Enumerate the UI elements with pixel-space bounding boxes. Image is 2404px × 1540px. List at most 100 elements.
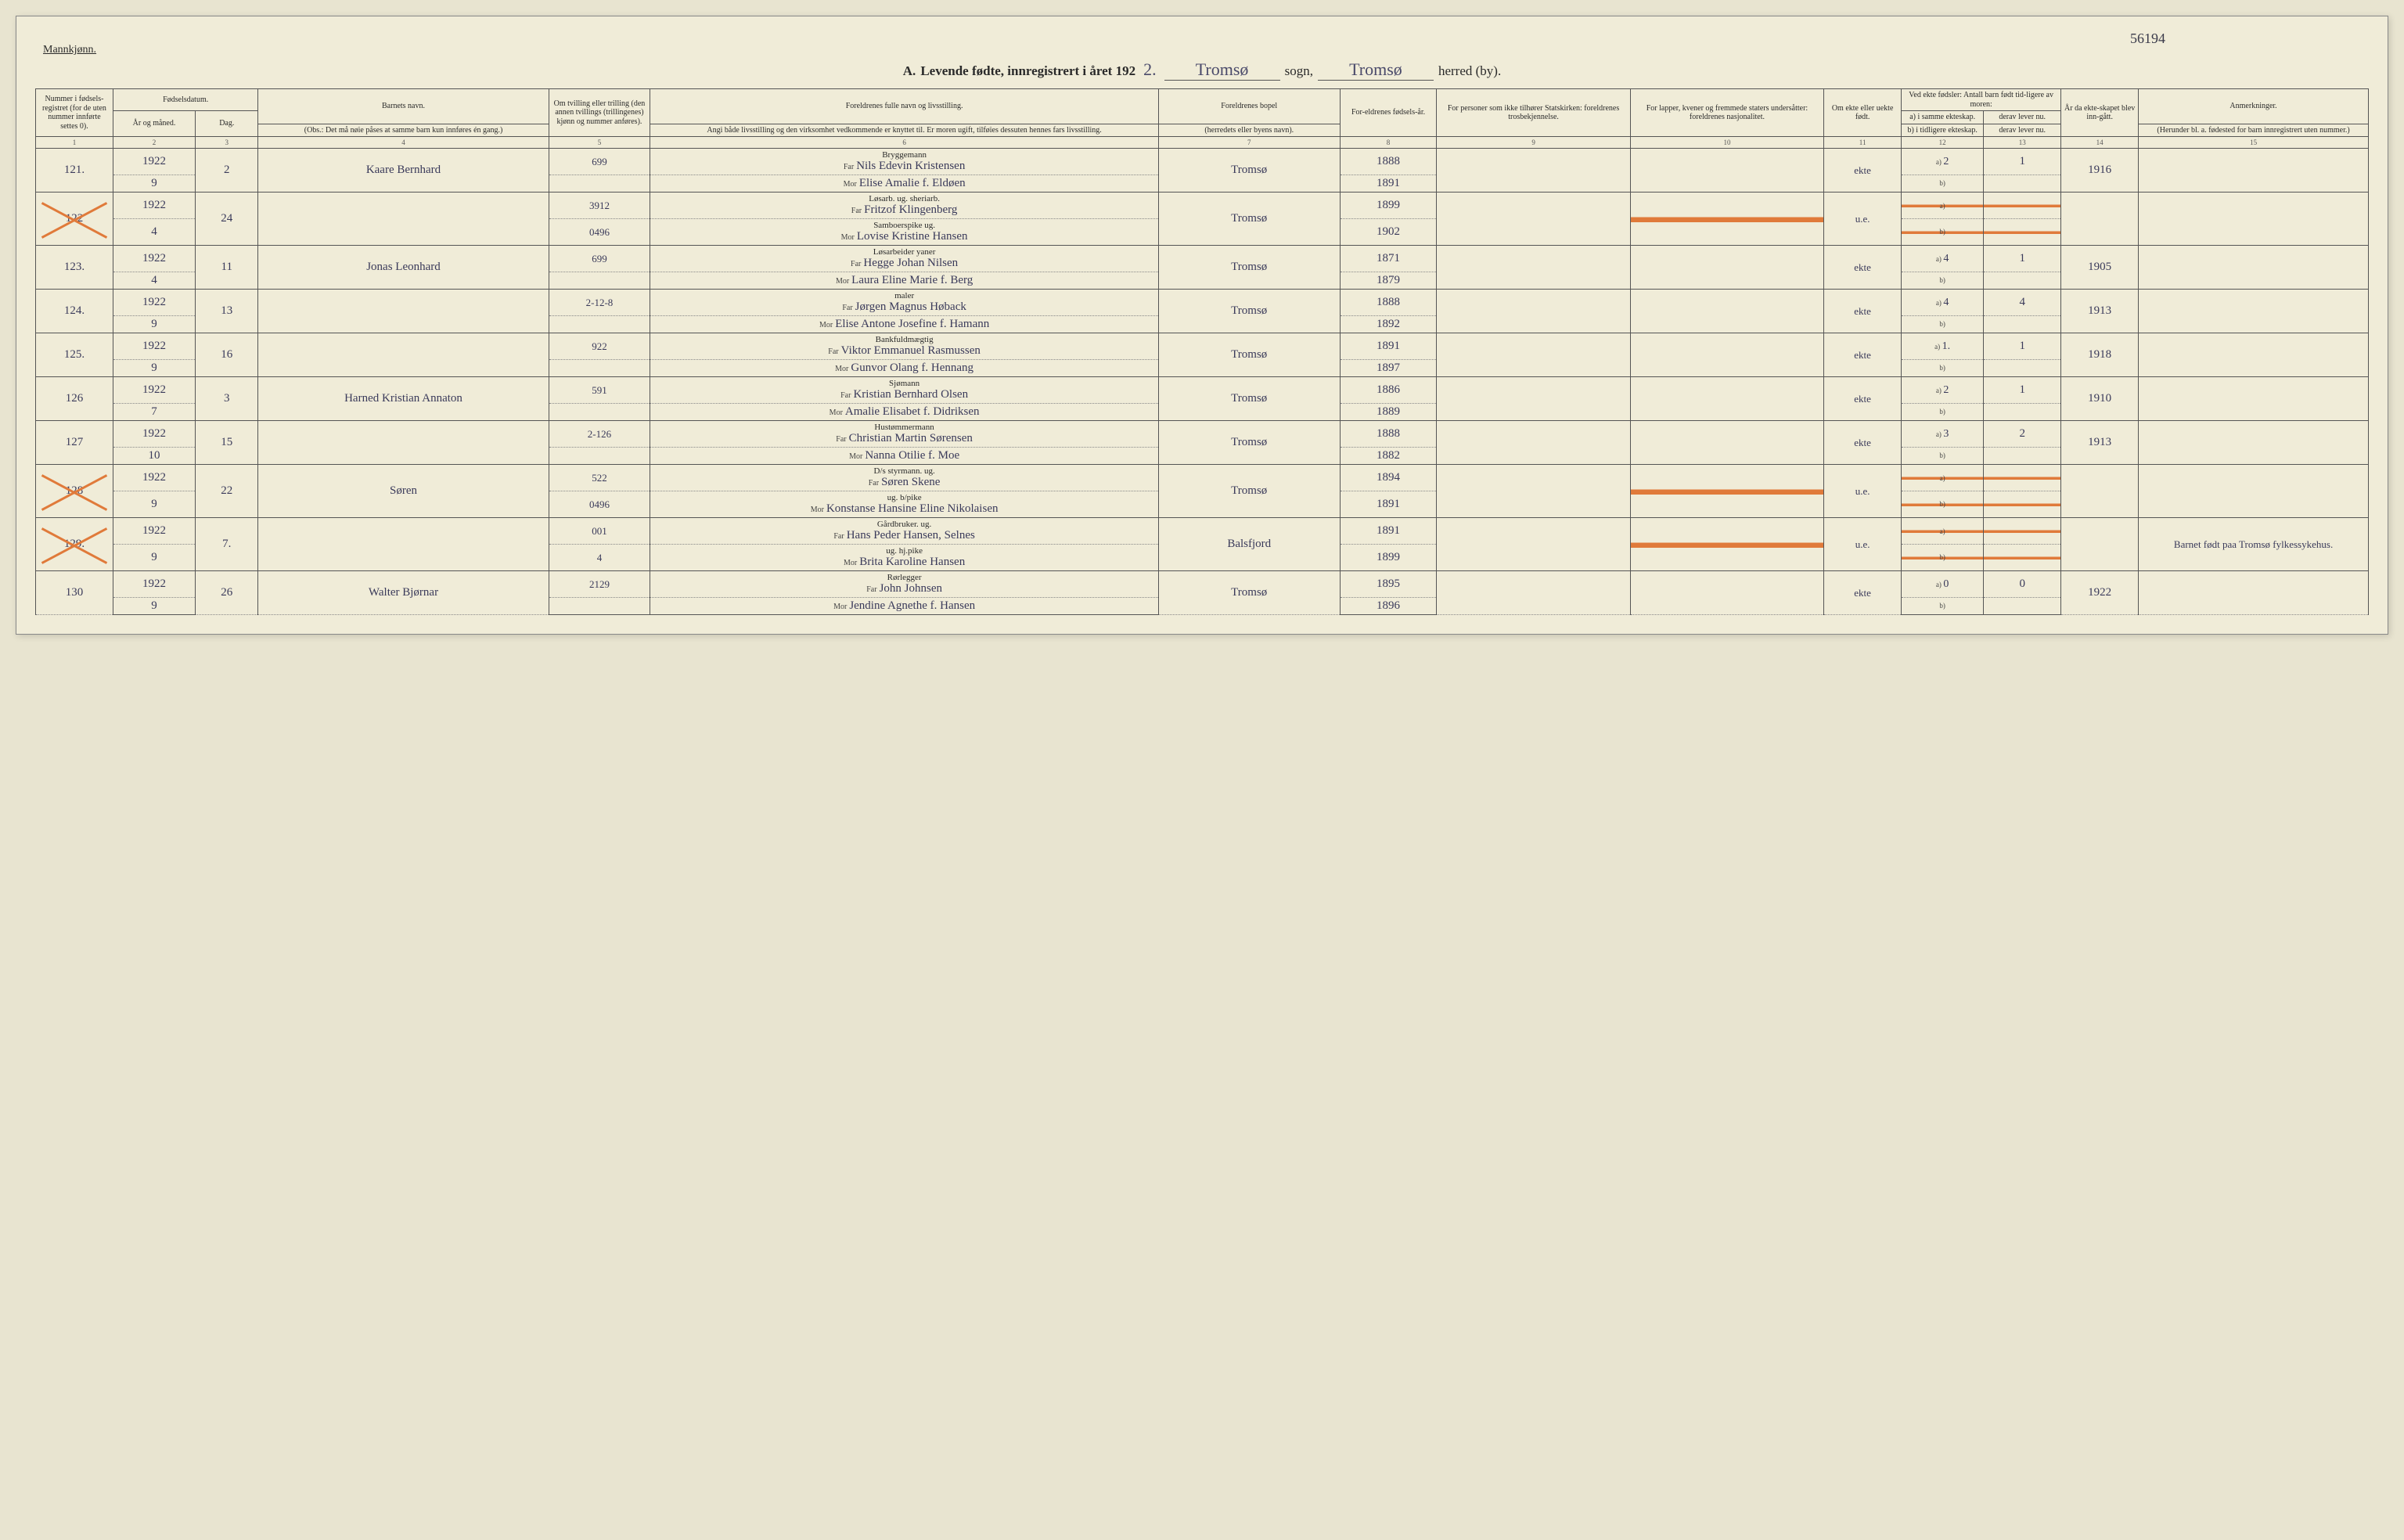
children-b: b) xyxy=(1902,448,1984,465)
record-number: 124. xyxy=(36,290,113,333)
children-living-a xyxy=(1984,465,2061,491)
code2 xyxy=(549,404,650,421)
colnum: 14 xyxy=(2061,137,2139,149)
father-occupation: D/s styrmann. ug. xyxy=(653,466,1155,476)
children-living-b xyxy=(1984,175,2061,192)
father-name: Jørgen Magnus Høback xyxy=(855,300,966,313)
birth-month: 9 xyxy=(113,491,195,518)
children-living-b xyxy=(1984,272,2061,290)
birth-day: 13 xyxy=(196,290,258,333)
birth-month: 9 xyxy=(113,360,195,377)
father-birth-year: 1888 xyxy=(1340,290,1437,316)
birth-year: 1922 xyxy=(113,246,195,272)
birth-day: 22 xyxy=(196,465,258,518)
father-line: RørleggerFarJohn Johnsen xyxy=(650,571,1158,598)
record-number: 123. xyxy=(36,246,113,290)
legitimacy: ekte xyxy=(1824,149,1902,192)
birth-day: 2 xyxy=(196,149,258,192)
mother-birth-year: 1882 xyxy=(1340,448,1437,465)
legitimacy: ekte xyxy=(1824,571,1902,615)
birth-day: 24 xyxy=(196,192,258,246)
children-a: a) xyxy=(1902,518,1984,545)
sogn-label: sogn, xyxy=(1285,63,1313,79)
record-number: 125. xyxy=(36,333,113,377)
father-name: Fritzof Klingenberg xyxy=(864,203,957,216)
code: 922 xyxy=(549,333,650,360)
record-number: 127 xyxy=(36,421,113,465)
father-name: Nils Edevin Kristensen xyxy=(856,160,965,172)
religion xyxy=(1437,192,1630,246)
colnum: 9 xyxy=(1437,137,1630,149)
code2: 0496 xyxy=(549,219,650,246)
children-living-b xyxy=(1984,491,2061,518)
father-name: John Johnsen xyxy=(880,582,942,595)
colnum: 2 xyxy=(113,137,195,149)
mother-line: MorElise Amalie f. Eldøen xyxy=(650,175,1158,192)
remarks xyxy=(2139,149,2369,192)
children-b: b) xyxy=(1902,404,1984,421)
marriage-year: 1910 xyxy=(2061,377,2139,421)
mother-name: Laura Eline Marie f. Berg xyxy=(851,274,973,286)
father-line: Gårdbruker. ug.FarHans Peder Hansen, Sel… xyxy=(650,518,1158,545)
legitimacy: ekte xyxy=(1824,246,1902,290)
children-a: a) 0 xyxy=(1902,571,1984,598)
hdr-c12-13: Ved ekte fødsler: Antall barn født tid-l… xyxy=(1902,89,2061,111)
mother-line: Samboerspike ug.MorLovise Kristine Hanse… xyxy=(650,219,1158,246)
column-number-row: 1 2 3 4 5 6 7 8 9 10 11 12 13 14 15 xyxy=(36,137,2369,149)
mother-line: ug. hj.pikeMorBrita Karoline Hansen xyxy=(650,545,1158,571)
hdr-c4-sub: (Obs.: Det må nøie påses at samme barn k… xyxy=(258,124,549,137)
mother-birth-year: 1891 xyxy=(1340,491,1437,518)
legitimacy: u.e. xyxy=(1824,518,1902,571)
sogn-value: Tromsø xyxy=(1164,59,1280,81)
mor-label: Mor xyxy=(844,180,857,189)
father-birth-year: 1888 xyxy=(1340,421,1437,448)
residence: Tromsø xyxy=(1158,290,1340,333)
father-birth-year: 1891 xyxy=(1340,518,1437,545)
far-label: Far xyxy=(844,163,854,171)
hdr-c15: Anmerkninger. xyxy=(2139,89,2369,124)
hdr-c4: Barnets navn. xyxy=(258,89,549,124)
code2 xyxy=(549,598,650,615)
children-a: a) xyxy=(1902,192,1984,219)
father-occupation: Løsarb. ug. sheriarb. xyxy=(653,194,1155,203)
far-label: Far xyxy=(851,260,861,268)
mother-birth-year: 1891 xyxy=(1340,175,1437,192)
legitimacy: ekte xyxy=(1824,421,1902,465)
children-living-a: 0 xyxy=(1984,571,2061,598)
legitimacy: ekte xyxy=(1824,333,1902,377)
birth-month: 4 xyxy=(113,272,195,290)
hdr-c11: Om ekte eller uekte født. xyxy=(1824,89,1902,137)
marriage-year: 1922 xyxy=(2061,571,2139,615)
mother-birth-year: 1897 xyxy=(1340,360,1437,377)
record-number: 126 xyxy=(36,377,113,421)
title-prefix: A. xyxy=(903,63,916,79)
remarks xyxy=(2139,246,2369,290)
far-label: Far xyxy=(842,304,852,312)
nationality xyxy=(1630,465,1823,518)
father-birth-year: 1895 xyxy=(1340,571,1437,598)
mor-label: Mor xyxy=(811,506,824,514)
children-living-b xyxy=(1984,448,2061,465)
children-living-a: 1 xyxy=(1984,149,2061,175)
code2 xyxy=(549,316,650,333)
children-living-a: 2 xyxy=(1984,421,2061,448)
birth-year: 1922 xyxy=(113,290,195,316)
residence: Tromsø xyxy=(1158,465,1340,518)
father-name: Kristian Bernhard Olsen xyxy=(853,388,968,401)
mother-name: Elise Amalie f. Eldøen xyxy=(859,177,966,189)
religion xyxy=(1437,571,1630,615)
far-label: Far xyxy=(836,435,846,444)
gender-label: Mannkjønn. xyxy=(43,44,96,56)
far-label: Far xyxy=(840,391,851,400)
mother-name: Nanna Otilie f. Moe xyxy=(865,449,959,462)
code2 xyxy=(549,448,650,465)
birth-day: 16 xyxy=(196,333,258,377)
children-b: b) xyxy=(1902,272,1984,290)
mor-label: Mor xyxy=(836,277,849,286)
code: 591 xyxy=(549,377,650,404)
record-row-top: 125.192216922BankfuldmægtigFarViktor Emm… xyxy=(36,333,2369,360)
code: 001 xyxy=(549,518,650,545)
table-head: Nummer i fødsels-registret (for de uten … xyxy=(36,89,2369,149)
record-number: 128 xyxy=(36,465,113,518)
residence: Balsfjord xyxy=(1158,518,1340,571)
